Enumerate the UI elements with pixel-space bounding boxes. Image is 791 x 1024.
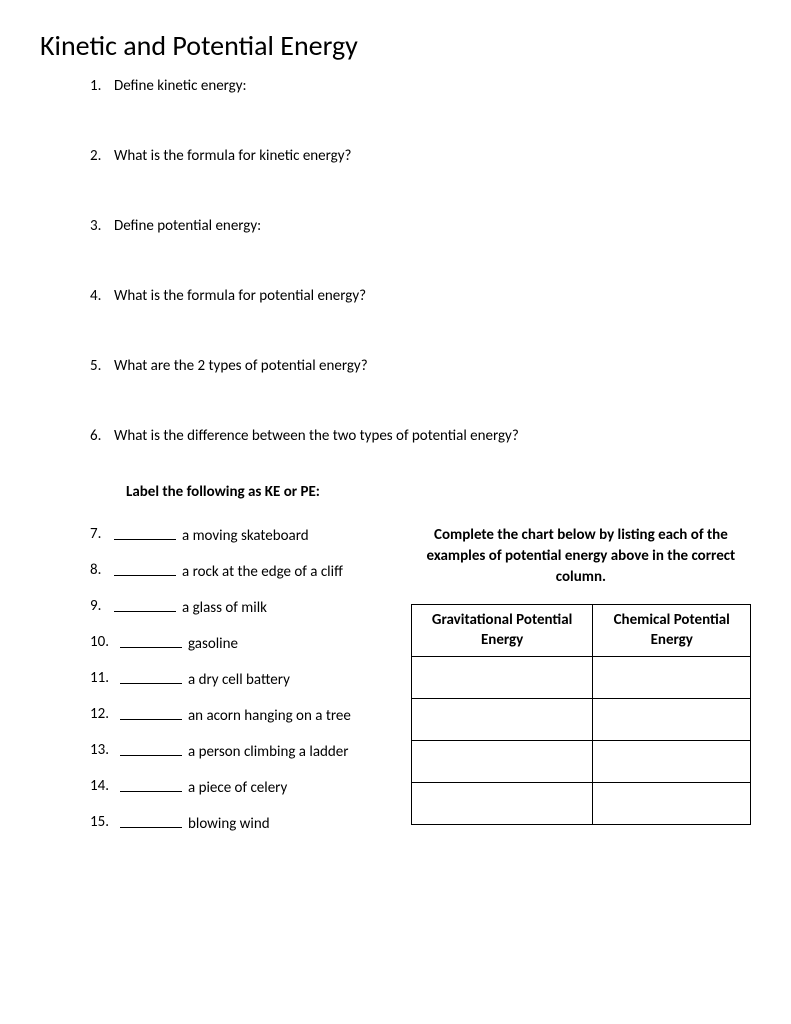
item-number: 13. (90, 741, 120, 761)
question-number: 2. (90, 147, 114, 165)
label-item: 10. gasoline (90, 633, 351, 653)
question-text: Define potential energy: (114, 217, 261, 235)
chart-cell[interactable] (593, 657, 751, 699)
chart-cell[interactable] (411, 741, 593, 783)
item-content: a glass of milk (114, 597, 267, 617)
table-row (411, 741, 750, 783)
page-title: Kinetic and Potential Energy (40, 28, 751, 63)
item-text: a rock at the edge of a cliff (182, 563, 343, 581)
label-item: 8. a rock at the edge of a cliff (90, 561, 351, 581)
question-item: 4. What is the formula for potential ene… (90, 287, 751, 305)
question-text: What is the formula for kinetic energy? (114, 147, 351, 165)
item-number: 11. (90, 669, 120, 689)
question-item: 1. Define kinetic energy: (90, 77, 751, 95)
item-content: blowing wind (120, 813, 270, 833)
chart-section: Complete the chart below by listing each… (411, 525, 751, 849)
item-text: a person climbing a ladder (188, 743, 348, 761)
item-text: blowing wind (188, 815, 270, 833)
table-row (411, 657, 750, 699)
item-number: 14. (90, 777, 120, 797)
question-number: 1. (90, 77, 114, 95)
questions-list: 1. Define kinetic energy: 2. What is the… (40, 77, 751, 445)
label-items-list: 7. a moving skateboard 8. a rock at the … (90, 525, 351, 849)
item-content: a moving skateboard (114, 525, 309, 545)
question-text: What is the formula for potential energy… (114, 287, 366, 305)
item-number: 8. (90, 561, 114, 581)
item-number: 15. (90, 813, 120, 833)
label-item: 9. a glass of milk (90, 597, 351, 617)
label-item: 13. a person climbing a ladder (90, 741, 351, 761)
table-row (411, 783, 750, 825)
item-text: a glass of milk (182, 599, 267, 617)
question-text: What are the 2 types of potential energy… (114, 357, 368, 375)
chart-table: Gravitational Potential Energy Chemical … (411, 604, 751, 825)
item-text: an acorn hanging on a tree (188, 707, 351, 725)
answer-blank[interactable] (120, 705, 182, 720)
chart-instruction: Complete the chart below by listing each… (411, 525, 751, 588)
item-content: a person climbing a ladder (120, 741, 348, 761)
item-content: an acorn hanging on a tree (120, 705, 351, 725)
bottom-section: 7. a moving skateboard 8. a rock at the … (40, 525, 751, 849)
chart-header-gravitational: Gravitational Potential Energy (411, 605, 593, 657)
chart-cell[interactable] (593, 783, 751, 825)
label-item: 7. a moving skateboard (90, 525, 351, 545)
answer-blank[interactable] (120, 741, 182, 756)
item-text: gasoline (188, 635, 238, 653)
answer-blank[interactable] (114, 525, 176, 540)
answer-blank[interactable] (120, 813, 182, 828)
question-number: 3. (90, 217, 114, 235)
answer-blank[interactable] (120, 633, 182, 648)
item-content: gasoline (120, 633, 238, 653)
item-content: a piece of celery (120, 777, 287, 797)
chart-cell[interactable] (411, 783, 593, 825)
item-text: a dry cell battery (188, 671, 290, 689)
table-row (411, 699, 750, 741)
item-text: a moving skateboard (182, 527, 309, 545)
question-item: 3. Define potential energy: (90, 217, 751, 235)
chart-cell[interactable] (593, 741, 751, 783)
question-item: 6. What is the difference between the tw… (90, 427, 751, 445)
question-number: 5. (90, 357, 114, 375)
question-number: 4. (90, 287, 114, 305)
label-item: 15. blowing wind (90, 813, 351, 833)
answer-blank[interactable] (114, 597, 176, 612)
answer-blank[interactable] (114, 561, 176, 576)
item-number: 9. (90, 597, 114, 617)
section-label: Label the following as KE or PE: (126, 483, 751, 501)
answer-blank[interactable] (120, 777, 182, 792)
item-text: a piece of celery (188, 779, 287, 797)
chart-cell[interactable] (593, 699, 751, 741)
chart-cell[interactable] (411, 699, 593, 741)
item-number: 7. (90, 525, 114, 545)
item-content: a rock at the edge of a cliff (114, 561, 343, 581)
item-content: a dry cell battery (120, 669, 290, 689)
item-number: 12. (90, 705, 120, 725)
label-item: 11. a dry cell battery (90, 669, 351, 689)
question-item: 2. What is the formula for kinetic energ… (90, 147, 751, 165)
answer-blank[interactable] (120, 669, 182, 684)
question-number: 6. (90, 427, 114, 445)
question-text: What is the difference between the two t… (114, 427, 519, 445)
question-text: Define kinetic energy: (114, 77, 247, 95)
label-item: 14. a piece of celery (90, 777, 351, 797)
item-number: 10. (90, 633, 120, 653)
label-item: 12. an acorn hanging on a tree (90, 705, 351, 725)
chart-header-chemical: Chemical Potential Energy (593, 605, 751, 657)
chart-cell[interactable] (411, 657, 593, 699)
question-item: 5. What are the 2 types of potential ene… (90, 357, 751, 375)
